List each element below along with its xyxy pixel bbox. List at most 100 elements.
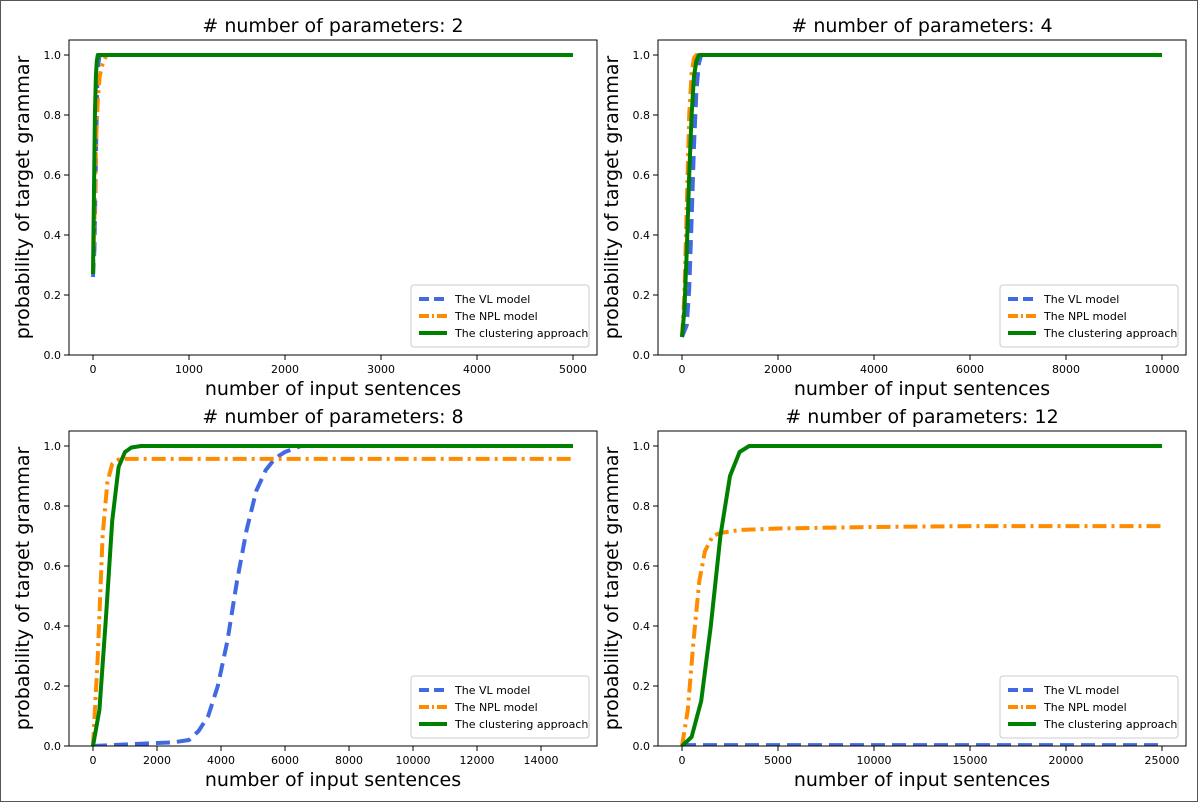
y-axis-label: probability of target grammar bbox=[12, 56, 34, 340]
chart-title: # number of parameters: 4 bbox=[791, 15, 1052, 37]
legend-label: The VL model bbox=[1043, 684, 1119, 697]
y-tick-label: 0.0 bbox=[44, 740, 62, 753]
x-axis-label: number of input sentences bbox=[794, 769, 1050, 791]
y-tick-label: 1.0 bbox=[633, 440, 651, 453]
y-tick-label: 0.2 bbox=[633, 680, 651, 693]
series-line-dashed bbox=[92, 444, 573, 746]
x-tick-label: 5000 bbox=[764, 754, 792, 767]
x-tick-label: 1000 bbox=[175, 363, 203, 376]
y-axis-label: probability of target grammar bbox=[601, 56, 623, 340]
x-tick-label: 4000 bbox=[207, 754, 235, 767]
y-tick-label: 1.0 bbox=[44, 49, 62, 62]
legend-label: The VL model bbox=[454, 293, 530, 306]
x-tick-label: 8000 bbox=[1052, 363, 1080, 376]
y-tick-label: 0.6 bbox=[44, 560, 62, 573]
y-tick-label: 0.6 bbox=[633, 169, 651, 182]
series-line-dashdot bbox=[91, 456, 573, 746]
x-axis-label: number of input sentences bbox=[205, 378, 461, 400]
x-tick-label: 20000 bbox=[1049, 754, 1084, 767]
y-tick-label: 0.0 bbox=[633, 349, 651, 362]
legend: The VL model The NPL model The clustering … bbox=[999, 675, 1179, 739]
x-axis-label: number of input sentences bbox=[205, 769, 461, 791]
y-axis-label: probability of target grammar bbox=[12, 447, 34, 731]
x-tick-label: 10000 bbox=[396, 754, 431, 767]
x-tick-label: 5000 bbox=[559, 363, 587, 376]
plot-frame bbox=[68, 430, 598, 747]
series-line-dashdot bbox=[91, 53, 573, 275]
y-tick-label: 0.0 bbox=[44, 349, 62, 362]
y-tick-label: 0.8 bbox=[633, 500, 651, 513]
series-line-solid bbox=[91, 53, 573, 275]
y-tick-label: 0.2 bbox=[44, 289, 62, 302]
legend-box bbox=[999, 284, 1179, 348]
legend-label: The clustering approach bbox=[1043, 718, 1177, 731]
x-tick-label: 10000 bbox=[857, 754, 892, 767]
chart-title: # number of parameters: 12 bbox=[785, 406, 1058, 428]
x-tick-label: 0 bbox=[679, 363, 686, 376]
subplot-0: # number of parameters: 2 0 1000 2000 3000 40… bbox=[12, 15, 598, 400]
x-tick-label: 25000 bbox=[1145, 754, 1180, 767]
legend-label: The VL model bbox=[454, 684, 530, 697]
legend-label: The NPL model bbox=[1043, 701, 1127, 714]
series-line-dashdot bbox=[680, 524, 1162, 746]
x-tick-label: 15000 bbox=[953, 754, 988, 767]
y-tick-label: 0.8 bbox=[633, 109, 651, 122]
legend-label: The VL model bbox=[1043, 293, 1119, 306]
subplot-1: # number of parameters: 4 0 2000 4000 6000 80… bbox=[601, 15, 1187, 400]
x-tick-label: 8000 bbox=[335, 754, 363, 767]
y-tick-label: 1.0 bbox=[633, 49, 651, 62]
y-axis-label: probability of target grammar bbox=[601, 447, 623, 731]
legend-label: The clustering approach bbox=[454, 327, 588, 340]
x-tick-label: 14000 bbox=[524, 754, 559, 767]
legend: The VL model The NPL model The clustering … bbox=[999, 284, 1179, 348]
subplot-2: # number of parameters: 8 0 2000 4000 6000 80… bbox=[12, 406, 598, 791]
y-tick-label: 0.2 bbox=[633, 289, 651, 302]
legend-box bbox=[410, 675, 590, 739]
series-line-solid bbox=[91, 444, 573, 746]
y-tick-label: 0.6 bbox=[633, 560, 651, 573]
x-tick-label: 10000 bbox=[1145, 363, 1180, 376]
x-tick-label: 2000 bbox=[271, 363, 299, 376]
series-line-solid bbox=[680, 444, 1162, 746]
y-tick-label: 0.4 bbox=[633, 229, 651, 242]
series-line-dashed bbox=[91, 53, 573, 278]
legend-box bbox=[410, 284, 590, 348]
y-tick-label: 0.0 bbox=[633, 740, 651, 753]
x-axis-label: number of input sentences bbox=[794, 378, 1050, 400]
subplot-3: # number of parameters: 12 0 5000 10000 1500… bbox=[601, 406, 1187, 791]
legend: The VL model The NPL model The clustering … bbox=[410, 284, 590, 348]
plot-frame bbox=[68, 39, 598, 356]
chart-title: # number of parameters: 8 bbox=[202, 406, 463, 428]
x-tick-label: 0 bbox=[90, 363, 97, 376]
x-tick-label: 6000 bbox=[956, 363, 984, 376]
legend-box bbox=[999, 675, 1179, 739]
y-tick-label: 0.8 bbox=[44, 500, 62, 513]
legend: The VL model The NPL model The clustering … bbox=[410, 675, 590, 739]
series-line-dashed bbox=[680, 53, 1162, 338]
y-tick-label: 0.2 bbox=[44, 680, 62, 693]
plot-frame bbox=[657, 39, 1187, 356]
x-tick-label: 2000 bbox=[764, 363, 792, 376]
x-tick-label: 4000 bbox=[860, 363, 888, 376]
y-tick-label: 0.4 bbox=[633, 620, 651, 633]
x-tick-label: 12000 bbox=[460, 754, 495, 767]
y-tick-label: 0.4 bbox=[44, 229, 62, 242]
legend-label: The NPL model bbox=[454, 701, 538, 714]
legend-label: The NPL model bbox=[454, 310, 538, 323]
x-tick-label: 6000 bbox=[271, 754, 299, 767]
chart-title: # number of parameters: 2 bbox=[202, 15, 463, 37]
x-tick-label: 0 bbox=[90, 754, 97, 767]
x-tick-label: 3000 bbox=[367, 363, 395, 376]
x-tick-label: 0 bbox=[679, 754, 686, 767]
legend-label: The NPL model bbox=[1043, 310, 1127, 323]
x-tick-label: 4000 bbox=[463, 363, 491, 376]
x-tick-label: 2000 bbox=[143, 754, 171, 767]
y-tick-label: 0.8 bbox=[44, 109, 62, 122]
plot-frame bbox=[657, 430, 1187, 747]
y-tick-label: 1.0 bbox=[44, 440, 62, 453]
legend-label: The clustering approach bbox=[1043, 327, 1177, 340]
series-line-solid bbox=[680, 53, 1162, 338]
y-tick-label: 0.4 bbox=[44, 620, 62, 633]
